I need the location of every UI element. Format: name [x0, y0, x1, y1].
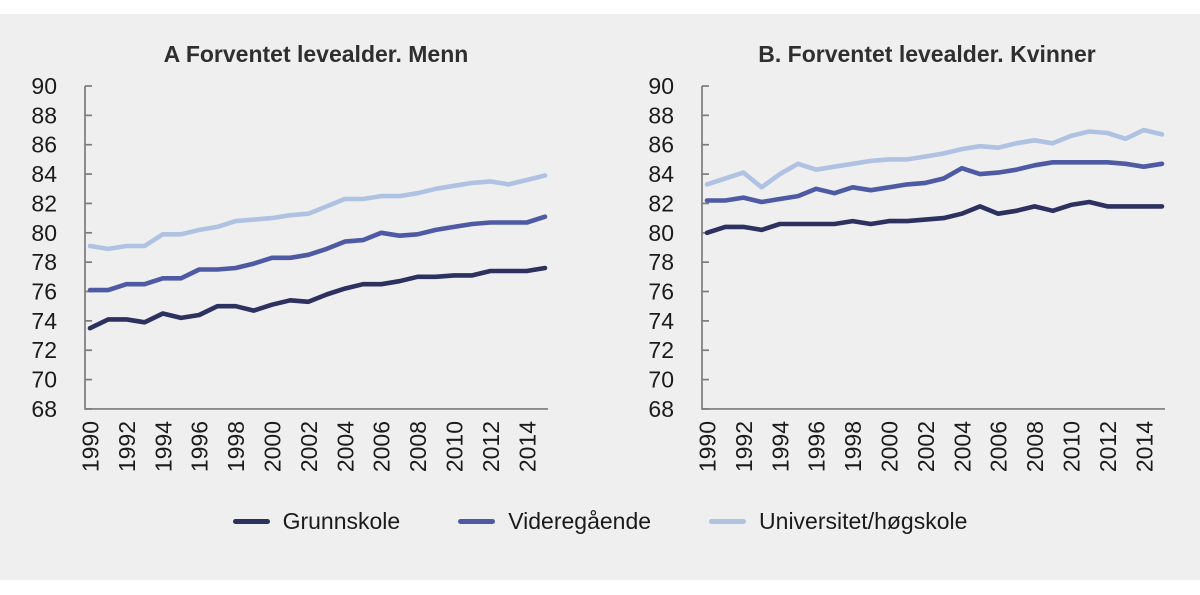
y-tick-label: 88	[31, 102, 57, 128]
x-tick-label: 1992	[731, 421, 757, 472]
legend-swatch-universitet-line	[709, 518, 747, 524]
x-tick-label: 2010	[1059, 421, 1085, 472]
legend-label-grunnskole: Grunnskole	[282, 507, 401, 534]
legend-label-universitet: Universitet/høgskole	[759, 507, 968, 534]
y-tick-label: 74	[648, 308, 674, 334]
x-tick-label: 2002	[913, 421, 939, 472]
series-line-universitet-h-gskole	[87, 173, 548, 252]
legend-item-videregaende: Videregående	[458, 507, 652, 534]
axis-lines	[701, 86, 1165, 410]
y-tick-label: 90	[648, 73, 674, 99]
x-tick-label: 2012	[1095, 421, 1121, 472]
chart-menn: A Forventet levealder. Menn 68 70 72 74 76 78…	[0, 40, 585, 480]
y-tick-label: 82	[648, 190, 674, 216]
x-tick-label: 2012	[478, 421, 504, 472]
y-tick-label: 76	[648, 279, 674, 305]
legend: Grunnskole Videregående Universitet/høgs…	[0, 503, 1200, 539]
x-tick-label: 2004	[332, 421, 358, 472]
figure-background-panel	[0, 14, 1200, 580]
y-tick-label: 80	[648, 220, 674, 246]
series-line-videreg-ende	[87, 214, 548, 293]
series-line-grunnskole	[704, 199, 1165, 236]
x-tick-label: 1990	[695, 421, 721, 472]
x-tick-label: 1994	[150, 421, 176, 472]
x-tick-label: 1996	[804, 421, 830, 472]
x-tick-label: 1996	[187, 421, 213, 472]
legend-swatch-videregaende-line	[458, 518, 496, 524]
y-tick-label: 68	[648, 396, 674, 422]
x-tick-label: 1998	[223, 421, 249, 472]
x-tick-label: 2006	[369, 421, 395, 472]
y-tick-label: 90	[31, 73, 57, 99]
chart-kvinner-title: B. Forventet levealder. Kvinner	[758, 41, 1096, 67]
x-tick-label: 2004	[949, 421, 975, 472]
x-tick-label: 2000	[877, 421, 903, 472]
x-tick-label: 2008	[1022, 421, 1048, 472]
x-tick-label: 1998	[840, 421, 866, 472]
x-tick-label: 1992	[114, 421, 140, 472]
x-tick-label: 2014	[514, 421, 540, 472]
chart-menn-title: A Forventet levealder. Menn	[164, 41, 469, 67]
x-tick-label: 2002	[296, 421, 322, 472]
y-tick-label: 78	[648, 249, 674, 275]
series-line-videreg-ende	[704, 160, 1165, 205]
y-tick-label: 80	[31, 220, 57, 246]
series-line-universitet-h-gskole	[704, 127, 1165, 190]
chart-menn-plot: A Forventet levealder. Menn 68 70 72 74 76 78…	[31, 41, 548, 472]
chart-kvinner-plot: B. Forventet levealder. Kvinner 68 70 72 74…	[648, 41, 1165, 472]
x-tick-label: 2006	[986, 421, 1012, 472]
y-tick-label: 72	[31, 337, 57, 363]
y-tick-label: 72	[648, 337, 674, 363]
x-tick-label: 2008	[405, 421, 431, 472]
x-tick-label: 1990	[78, 421, 104, 472]
legend-item-universitet: Universitet/høgskole	[709, 507, 968, 534]
chart-kvinner: B. Forventet levealder. Kvinner 68 70 72 74…	[617, 40, 1200, 480]
y-tick-label: 70	[648, 367, 674, 393]
y-tick-label: 70	[31, 367, 57, 393]
y-tick-label: 84	[31, 161, 57, 187]
legend-label-videregaende: Videregående	[508, 507, 652, 534]
y-tick-label: 86	[648, 132, 674, 158]
x-tick-label: 2014	[1131, 421, 1157, 472]
legend-swatch-grunnskole-line	[232, 518, 270, 524]
y-tick-label: 76	[31, 279, 57, 305]
x-tick-label: 2010	[442, 421, 468, 472]
y-tick-label: 82	[31, 190, 57, 216]
y-tick-label: 86	[31, 132, 57, 158]
y-tick-label: 78	[31, 249, 57, 275]
x-tick-label: 1994	[767, 421, 793, 472]
axis-lines	[84, 86, 548, 410]
y-tick-label: 74	[31, 308, 57, 334]
legend-item-grunnskole: Grunnskole	[232, 507, 401, 534]
y-tick-label: 84	[648, 161, 674, 187]
y-tick-label: 68	[31, 396, 57, 422]
y-tick-label: 88	[648, 102, 674, 128]
x-tick-label: 2000	[260, 421, 286, 472]
series-line-grunnskole	[87, 265, 548, 331]
